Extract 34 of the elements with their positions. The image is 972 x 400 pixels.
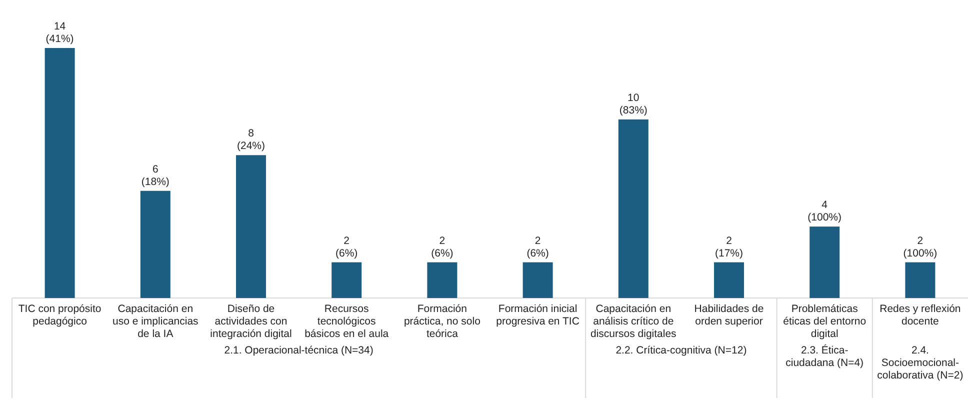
data-label: 2 (6%)	[431, 234, 454, 260]
text: 2.1. Operacional-técnica (N=34)	[224, 344, 374, 356]
x-tick-label: Recursos tecnológicos básicos en el aula	[304, 303, 389, 340]
bar	[905, 262, 936, 298]
x-tick-label: Diseño de actividades con integración digital	[210, 303, 292, 340]
data-label: 2 (6%)	[526, 234, 549, 260]
x-tick-label: Redes y reflexión docente	[880, 303, 961, 328]
data-label: 2 (100%)	[903, 234, 938, 260]
data-label: 8 (24%)	[236, 128, 266, 152]
bar	[618, 119, 648, 298]
bar	[44, 48, 75, 298]
x-tick-label: Capacitación en análisis crítico de discursos digitales	[590, 303, 676, 340]
bar	[522, 262, 553, 298]
bar	[332, 262, 362, 298]
x-tick-label: TIC con propósito pedagógico	[18, 303, 102, 328]
x-tick-label: Problemáticas éticas del entorno digital	[783, 303, 866, 340]
bar	[427, 262, 458, 298]
bar	[810, 226, 840, 298]
text: 2.3. Ética-ciudadana (N=4)	[786, 344, 864, 369]
text: 2.2. Crítica-cognitiva (N=12)	[616, 344, 747, 356]
bar	[236, 155, 266, 298]
text: 2.4. Socioemocional-colaborativa (N=2)	[877, 344, 964, 382]
data-label: 2 (6%)	[336, 234, 358, 260]
x-tick-label: Formación inicial progresiva en TIC	[496, 303, 580, 328]
data-label: 14 (41%)	[46, 20, 74, 45]
data-label: 6 (18%)	[141, 163, 170, 188]
data-label: 4 (100%)	[808, 199, 842, 224]
bar	[140, 190, 170, 298]
x-tick-label: Capacitación en uso e implicancias de la IA	[112, 303, 198, 340]
data-label: 2 (17%)	[714, 234, 744, 260]
x-tick-label: Formación práctica, no solo teórica	[404, 303, 481, 340]
bar	[714, 262, 744, 298]
data-label: 10 (83%)	[619, 92, 648, 116]
x-tick-label: Habilidades de orden superior	[694, 303, 764, 328]
